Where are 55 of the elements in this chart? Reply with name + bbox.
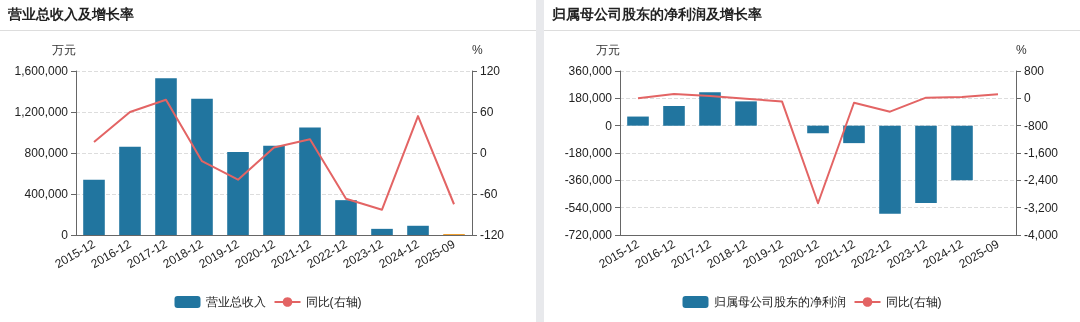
bar [371,228,393,235]
bar [227,151,249,235]
y-tick-label: -540,000 [564,200,613,215]
y2-axis-title: % [1016,43,1027,57]
bar [879,125,901,214]
y-tick-label: 180,000 [568,91,613,106]
bar [627,116,649,126]
y2-tick-label: 0 [480,146,487,160]
y-tick-label: 0 [61,228,69,242]
y2-tick-label: -1,600 [1024,146,1059,160]
bar [155,78,177,235]
bar [335,200,357,235]
y-tick-label: 800,000 [24,146,69,160]
bar [843,125,865,144]
y-tick-label: 1,200,000 [14,105,69,119]
bar [263,145,285,235]
y-axis-title: 万元 [52,43,76,57]
chart-title: 营业总收入及增长率 [0,0,536,31]
bar [407,225,429,235]
line-series [93,98,455,211]
y2-tick-label: 800 [1024,64,1045,78]
bar [191,98,213,235]
bar [807,125,829,134]
bar [699,92,721,126]
bar [299,127,321,235]
bar [83,179,105,235]
y2-tick-label: 120 [480,64,501,78]
y-tick-label: 0 [605,118,613,133]
y2-tick-label: 0 [1024,91,1031,106]
y-tick-label: 360,000 [568,64,613,78]
y-tick-label: -180,000 [564,146,613,160]
y2-tick-label: 60 [480,105,494,119]
bar [915,125,937,204]
legend-label: 同比(右轴) [305,295,362,309]
bar [119,146,141,235]
bar [951,125,973,181]
legend-label: 同比(右轴) [885,295,942,309]
y2-tick-label: -120 [480,228,505,242]
legend-label: 营业总收入 [205,295,266,309]
bar [735,101,757,126]
y-axis-title: 万元 [596,43,620,57]
y-tick-label: 1,600,000 [14,64,69,78]
legend-label: 归属母公司股东的净利润 [713,295,846,309]
y-tick-label: -360,000 [564,173,613,188]
y2-tick-label: -800 [1024,118,1049,133]
chart-title: 归属母公司股东的净利润及增长率 [544,0,1080,31]
y2-axis-title: % [472,43,483,57]
line-series [637,92,999,205]
y2-tick-label: -3,200 [1024,200,1059,215]
y2-tick-label: -4,000 [1024,228,1059,242]
y-tick-label: 400,000 [24,187,69,201]
bar [663,105,685,126]
y2-tick-label: -60 [480,187,498,201]
y2-tick-label: -2,400 [1024,173,1059,188]
y-tick-label: -720,000 [564,228,613,242]
